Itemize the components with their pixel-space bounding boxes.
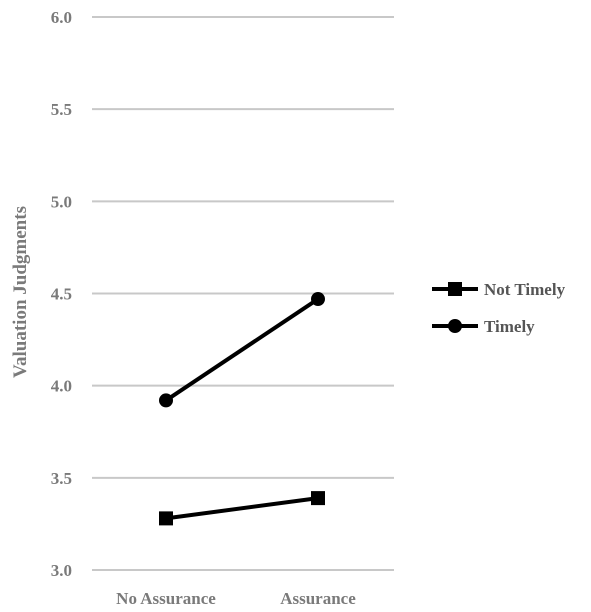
y-tick-label: 5.5 [51, 100, 72, 119]
legend-marker-circle [448, 319, 462, 333]
y-tick-label: 3.5 [51, 469, 72, 488]
legend-label: Timely [484, 317, 535, 336]
x-tick-label: No Assurance [116, 589, 216, 608]
series-line-timely [164, 297, 320, 403]
legend: Not Timely Timely [432, 280, 566, 336]
x-axis-tick-labels: No Assurance Assurance [116, 589, 356, 608]
y-tick-label: 6.0 [51, 8, 72, 27]
data-point-not-timely [311, 491, 325, 506]
series-line-not-timely [165, 496, 319, 521]
y-axis-title: Valuation Judgments [10, 206, 31, 378]
legend-label: Not Timely [484, 280, 566, 299]
y-axis-tick-labels: 3.0 3.5 4.0 4.5 5.0 5.5 6.0 [51, 8, 72, 580]
series-not-timely [159, 491, 325, 526]
y-tick-label: 4.0 [51, 377, 72, 396]
x-tick-label: Assurance [280, 589, 356, 608]
legend-item-not-timely: Not Timely [432, 280, 566, 299]
legend-marker-square [448, 282, 462, 296]
gridlines [92, 16, 394, 571]
legend-item-timely: Timely [432, 317, 535, 336]
y-tick-label: 3.0 [51, 561, 72, 580]
data-point-timely [311, 292, 325, 307]
series [159, 292, 325, 526]
series-timely [159, 292, 325, 408]
y-tick-label: 4.5 [51, 285, 72, 304]
data-point-not-timely [159, 511, 173, 526]
y-tick-label: 5.0 [51, 192, 72, 211]
data-point-timely [159, 393, 173, 408]
